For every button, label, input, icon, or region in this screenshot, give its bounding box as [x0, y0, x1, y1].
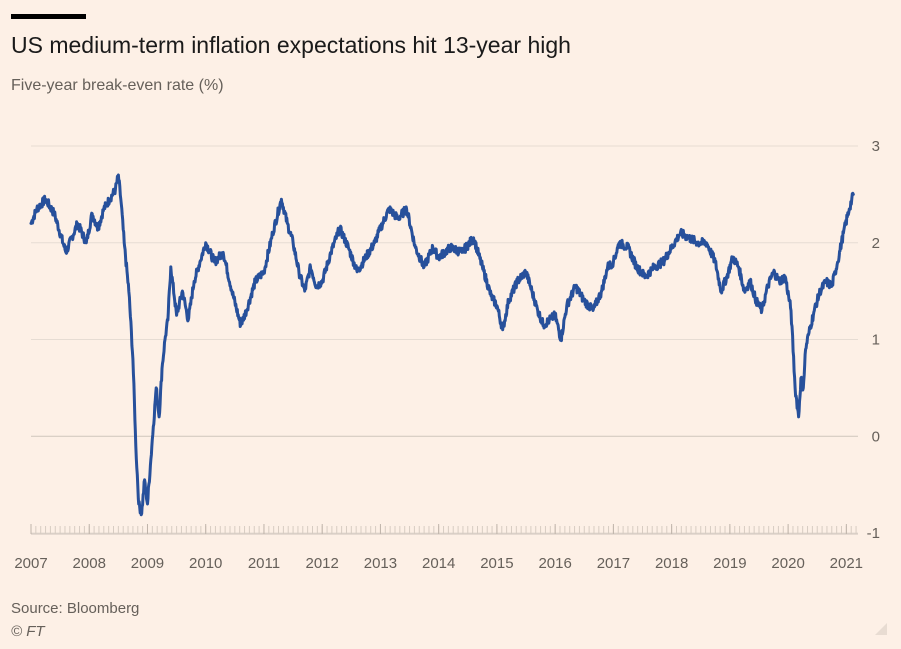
grid-layer — [31, 145, 858, 534]
x-tick-label: 2016 — [538, 555, 571, 572]
x-tick-label: 2012 — [306, 555, 339, 572]
x-tick-label: 2018 — [655, 555, 688, 572]
series-line-0 — [29, 173, 855, 517]
x-tick-label: 2011 — [248, 555, 280, 572]
y-tick-label: 0 — [872, 428, 880, 445]
ft-top-bar — [11, 14, 86, 19]
y-tick-label: 2 — [872, 235, 880, 252]
x-tick-label: 2013 — [364, 555, 397, 572]
x-tick-label: 2009 — [131, 555, 164, 572]
x-tick-label: 2020 — [771, 555, 804, 572]
source-note: Source: Bloomberg — [11, 600, 140, 617]
copyright-note: © FT — [11, 623, 45, 640]
y-tick-label: -1 — [867, 525, 880, 542]
x-tick-label: 2019 — [713, 555, 746, 572]
chart-title: US medium-term inflation expectations hi… — [11, 32, 571, 58]
resize-corner — [875, 623, 887, 635]
y-tick-label: 3 — [872, 138, 880, 155]
x-tick-label: 2010 — [189, 555, 222, 572]
axis-labels: 3 2 1 0 -1 2007 2008 2009 2010 2011 2012 2013 2014 20… — [14, 138, 880, 572]
x-axis — [30, 524, 858, 535]
x-tick-label: 2007 — [14, 555, 47, 572]
x-tick-label: 2008 — [73, 555, 106, 572]
x-tick-label: 2015 — [480, 555, 513, 572]
x-tick-label: 2017 — [597, 555, 630, 572]
y-tick-label: 1 — [872, 332, 880, 349]
x-tick-label: 2021 — [830, 555, 863, 572]
chart-subtitle: Five-year break-even rate (%) — [11, 77, 224, 94]
series-layer — [29, 173, 855, 517]
x-tick-label: 2014 — [422, 555, 455, 572]
